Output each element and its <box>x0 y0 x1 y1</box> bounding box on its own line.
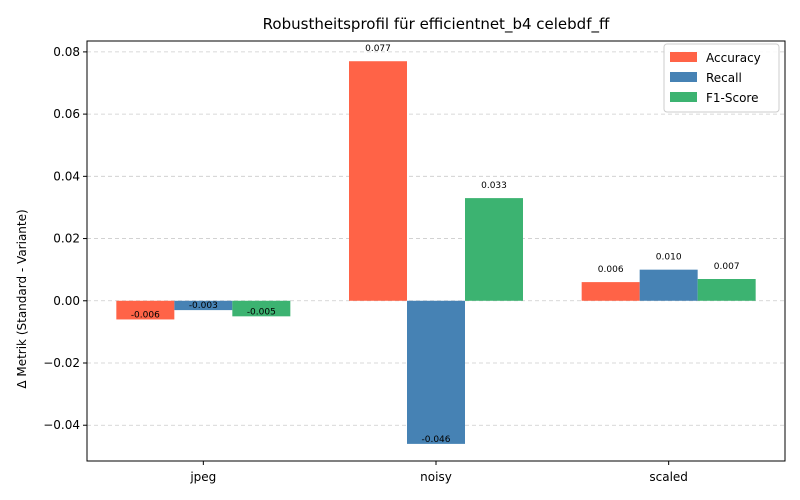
bar-f1-score-scaled <box>697 279 756 301</box>
data-label: -0.046 <box>421 435 450 445</box>
bar-accuracy-scaled <box>581 282 640 301</box>
data-label: 0.033 <box>481 181 507 191</box>
data-label: 0.007 <box>714 262 740 272</box>
data-label: 0.077 <box>365 44 391 54</box>
x-tick-label: jpeg <box>189 470 216 484</box>
bars <box>116 61 756 444</box>
y-tick-label: 0.04 <box>53 169 80 183</box>
bar-recall-scaled <box>639 269 698 301</box>
y-tick-label: 0.08 <box>53 45 80 59</box>
legend-label-f1-score: F1-Score <box>706 91 758 105</box>
y-axis-label: Δ Metrik (Standard - Variante) <box>15 209 29 388</box>
y-tick-label: 0.02 <box>53 232 80 246</box>
x-axis-ticks: jpeg noisy scaled <box>189 461 688 484</box>
data-label: 0.010 <box>656 253 682 263</box>
bar-f1-score-noisy <box>465 198 523 301</box>
bar-recall-noisy <box>407 300 465 444</box>
bar-accuracy-jpeg <box>116 300 175 320</box>
legend-label-recall: Recall <box>706 71 742 85</box>
legend: Accuracy Recall F1-Score <box>663 43 780 113</box>
data-labels: -0.006 -0.003 -0.005 0.077 -0.046 0.033 0.006 0… <box>131 44 740 445</box>
legend-swatch-f1-score <box>670 92 697 102</box>
y-tick-label: −0.04 <box>43 418 80 432</box>
bar-accuracy-noisy <box>349 61 407 301</box>
data-label: -0.003 <box>189 301 218 311</box>
legend-swatch-recall <box>670 72 697 82</box>
legend-swatch-accuracy <box>670 52 697 62</box>
bar-recall-jpeg <box>174 300 233 311</box>
x-tick-label: noisy <box>420 470 452 484</box>
y-tick-label: −0.02 <box>43 356 80 370</box>
chart-title: Robustheitsprofil für efficientnet_b4 ce… <box>263 15 610 34</box>
data-label: -0.006 <box>131 310 160 320</box>
x-tick-label: scaled <box>649 470 688 484</box>
bar-f1-score-jpeg <box>232 300 291 317</box>
data-label: -0.005 <box>247 307 276 317</box>
data-label: 0.006 <box>598 265 624 275</box>
y-tick-label: 0.06 <box>53 107 80 121</box>
y-axis-ticks: −0.04 −0.02 0.00 0.02 0.04 0.06 0.08 <box>43 45 87 432</box>
y-tick-label: 0.00 <box>53 294 80 308</box>
legend-label-accuracy: Accuracy <box>706 51 761 65</box>
